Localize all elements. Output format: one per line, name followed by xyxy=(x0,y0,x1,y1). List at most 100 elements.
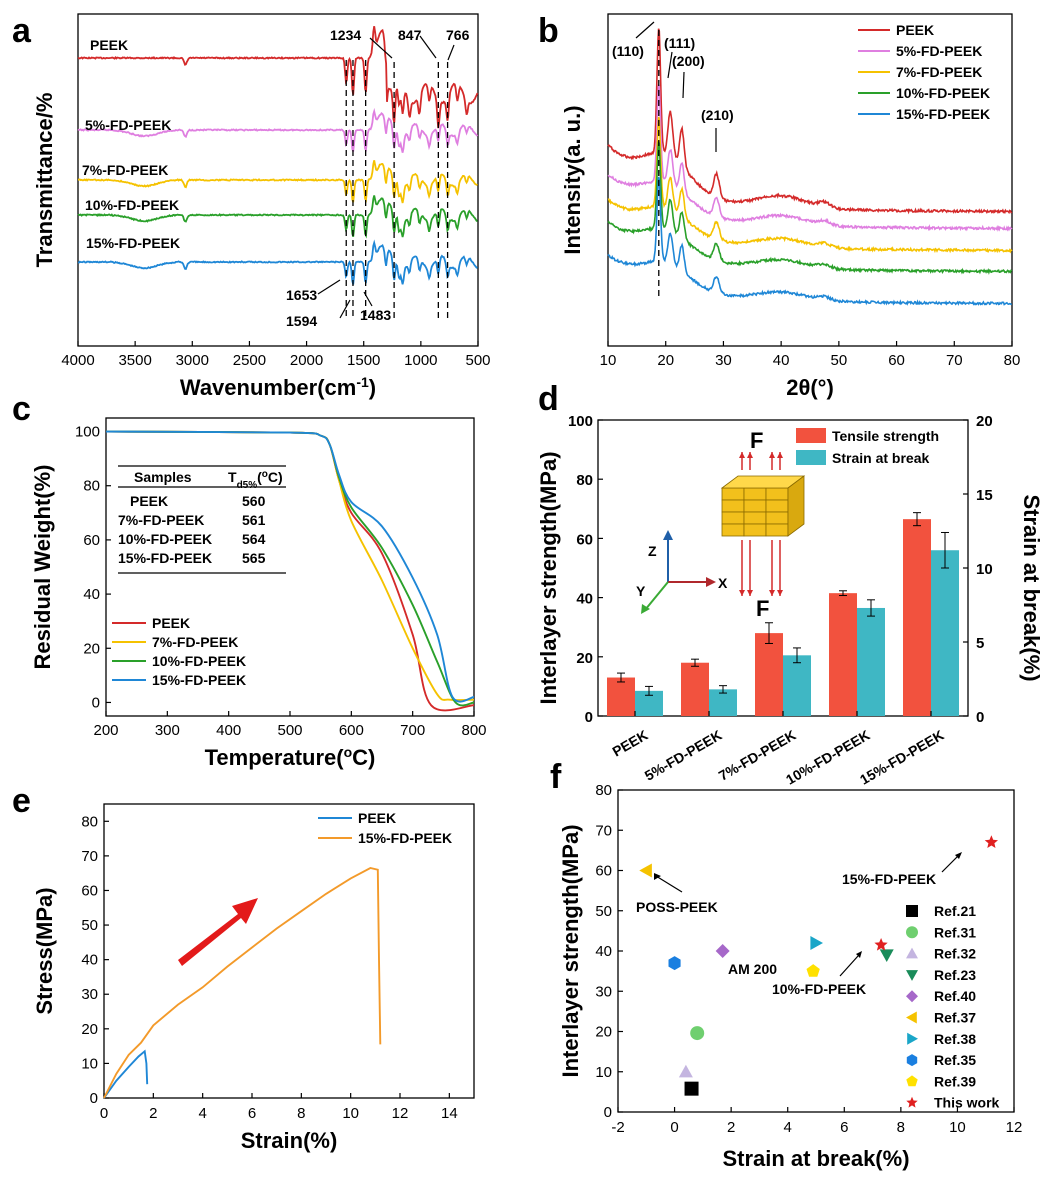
force-arrowhead xyxy=(777,452,783,458)
legend-marker xyxy=(906,947,918,959)
ftir-series-line xyxy=(77,26,479,129)
x-tick-label: 2 xyxy=(727,1119,735,1136)
y-tick-label: 80 xyxy=(595,782,612,799)
series-label: PEEK xyxy=(90,37,128,53)
annotation-arrowhead xyxy=(955,852,962,859)
x-tick-label: 8 xyxy=(897,1119,905,1136)
ftir-series-line xyxy=(77,107,479,153)
x-tick-label: 40 xyxy=(773,352,790,369)
y-axis-title: Interlayer strength(MPa) xyxy=(558,824,583,1077)
x-tick-label: -2 xyxy=(611,1119,624,1136)
x-tick-label: 500 xyxy=(465,352,490,369)
data-point-circle xyxy=(690,1026,705,1041)
tensile-bar xyxy=(607,677,635,716)
legend-label: Ref.39 xyxy=(934,1073,976,1089)
y-tick-label: 0 xyxy=(604,1104,612,1121)
legend-label: 7%-FD-PEEK xyxy=(896,64,982,80)
force-arrowhead xyxy=(747,452,753,458)
legend-label: Ref.37 xyxy=(934,1010,976,1026)
tensile-bar xyxy=(681,662,709,716)
peak-label: (111) xyxy=(664,35,695,51)
peak-arrow xyxy=(447,44,455,61)
x-axis-title-end: ) xyxy=(369,375,376,400)
x-axis-superscript: o xyxy=(344,744,353,760)
annotation-label: 15%-FD-PEEK xyxy=(842,871,936,887)
y-tick-label: 60 xyxy=(576,531,593,548)
x-tick-label: 20 xyxy=(657,352,674,369)
legend-label: Ref.32 xyxy=(934,946,976,962)
x-axis-title: Strain(%) xyxy=(241,1128,338,1153)
x-tick-label: 2500 xyxy=(233,352,266,369)
legend-label: PEEK xyxy=(358,810,396,826)
legend-marker xyxy=(906,1096,918,1108)
x-axis-title-end: C) xyxy=(352,745,375,770)
annotation-label: AM 200 xyxy=(728,961,777,977)
x-tick-label: 12 xyxy=(392,1105,409,1122)
table-value: 560 xyxy=(242,493,266,509)
peak-arrow xyxy=(363,291,373,307)
tensile-bar xyxy=(755,633,783,716)
y-tick-label: 60 xyxy=(595,863,612,880)
table-sample: 10%-FD-PEEK xyxy=(118,531,212,547)
data-point-hexagon xyxy=(668,956,681,971)
tensile-bar xyxy=(829,593,857,716)
plot-frame xyxy=(103,803,475,1099)
y2-tick-label: 15 xyxy=(976,487,993,504)
y-tick-label: 40 xyxy=(83,586,100,603)
ftir-series-line xyxy=(78,160,478,204)
peak-arrow xyxy=(317,279,341,295)
tga-series-line xyxy=(105,430,475,703)
legend-label: This work xyxy=(934,1095,1000,1111)
y-axis-arrow xyxy=(644,581,669,611)
y-axis-title: Residual Weight(%) xyxy=(30,465,55,670)
xrd-panel: 10 20 30 40 50 60 70 80 PEEK 5%-FD-PEEK 7%-FD-PEEK… xyxy=(560,13,1020,400)
table-value: 561 xyxy=(242,512,266,528)
annotation-arrow xyxy=(655,875,683,893)
y-tick-label: 0 xyxy=(585,709,593,726)
y-tick-label: 20 xyxy=(81,1021,98,1038)
y-tick-label: 100 xyxy=(568,413,593,430)
x-tick-label: 50 xyxy=(831,352,848,369)
legend-label: Strain at break xyxy=(832,450,929,466)
z-axis-label: Z xyxy=(648,543,657,559)
legend-swatch xyxy=(796,428,826,443)
ftir-panel: 4000 3500 3000 2500 2000 1500 1000 500 PEEK 5%-FD… xyxy=(32,13,491,400)
legend-marker xyxy=(906,926,918,939)
x-axis-superscript: -1 xyxy=(356,374,369,390)
tga-panel: 200 300 400 500 600 700 800 0 20 40 60 80 100 PEEK 7%-… xyxy=(30,417,487,770)
table-sample: PEEK xyxy=(130,493,168,509)
y-tick-label: 0 xyxy=(92,694,100,711)
annotation-label: POSS-PEEK xyxy=(636,899,718,915)
layer-block xyxy=(721,511,745,525)
legend-label: Ref.35 xyxy=(934,1052,976,1068)
x-tick-label: 10 xyxy=(949,1119,966,1136)
data-point-triangle-left xyxy=(639,863,652,878)
panel-label-b: b xyxy=(538,12,559,50)
y-tick-label: 100 xyxy=(75,424,100,441)
strain-bar xyxy=(931,550,959,716)
series-label: 7%-FD-PEEK xyxy=(82,162,168,178)
xrd-series-line xyxy=(607,176,1012,306)
legend-swatch xyxy=(796,450,826,465)
x-tick-label: 3000 xyxy=(176,352,209,369)
legend-label: Ref.31 xyxy=(934,924,976,940)
y-axis-title: Stress(MPa) xyxy=(32,887,57,1014)
stress-strain-line xyxy=(103,866,382,1099)
y-tick-label: 70 xyxy=(81,848,98,865)
x-tick-label: 2 xyxy=(149,1105,157,1122)
x-tick-label: 0 xyxy=(100,1105,108,1122)
x-tick-label: 800 xyxy=(461,722,486,739)
x-tick-label: 4 xyxy=(198,1105,206,1122)
peak-arrow xyxy=(667,51,673,79)
series-label: 5%-FD-PEEK xyxy=(85,117,171,133)
force-arrowhead xyxy=(747,590,753,596)
strain-bar xyxy=(783,655,811,716)
data-point-square xyxy=(684,1081,699,1096)
layer-block xyxy=(765,523,789,537)
peak-label: 847 xyxy=(398,27,422,43)
x-tick-label: 70 xyxy=(946,352,963,369)
x-tick-label: 700 xyxy=(400,722,425,739)
panel-label-d: d xyxy=(538,380,559,418)
y-axis-title: Transmittance/% xyxy=(32,93,57,268)
layer-block xyxy=(721,499,745,513)
